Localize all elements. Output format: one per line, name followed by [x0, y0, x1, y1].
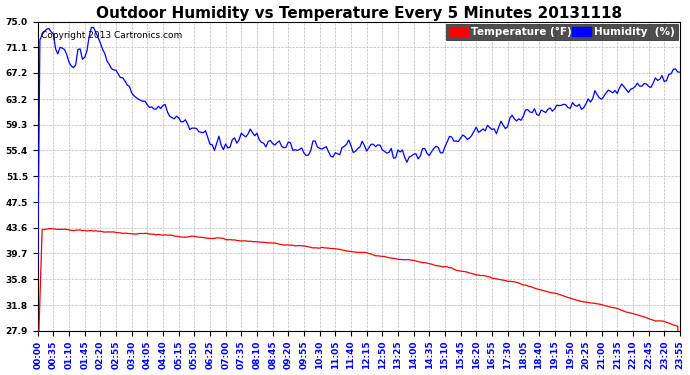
Text: Copyright 2013 Cartronics.com: Copyright 2013 Cartronics.com	[41, 31, 182, 40]
Title: Outdoor Humidity vs Temperature Every 5 Minutes 20131118: Outdoor Humidity vs Temperature Every 5 …	[96, 6, 622, 21]
Legend: Temperature (°F), Humidity  (%): Temperature (°F), Humidity (%)	[446, 24, 678, 40]
